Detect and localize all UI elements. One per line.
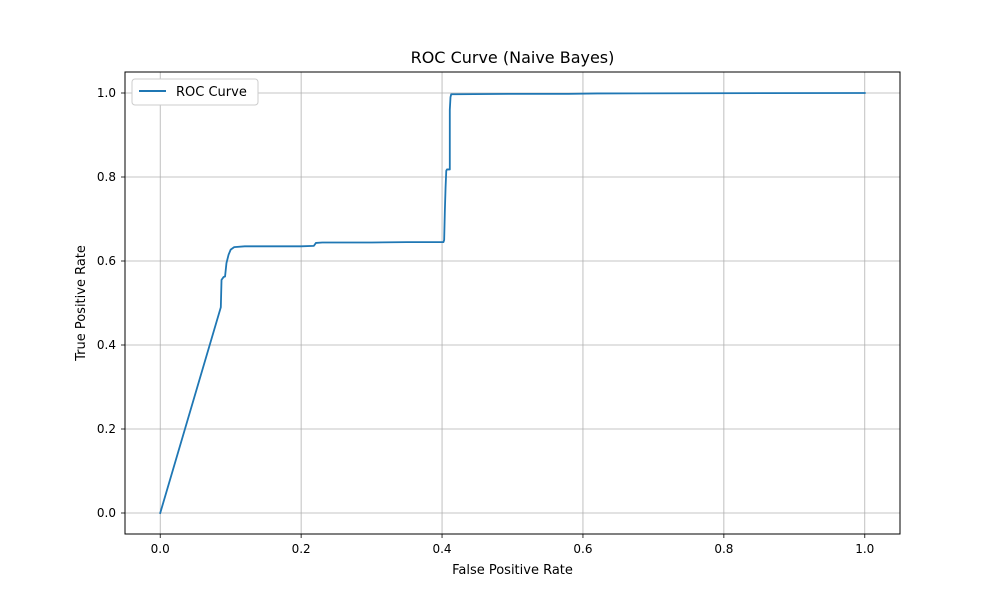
y-tick-label: 0.4 — [97, 338, 116, 352]
x-tick-label: 1.0 — [855, 542, 874, 556]
series-line — [159, 92, 866, 515]
y-tick-label: 0.2 — [97, 422, 116, 436]
grid — [125, 72, 900, 534]
legend-label: ROC Curve — [176, 85, 247, 100]
legend: ROC Curve — [131, 78, 259, 106]
x-tick-label: 0.4 — [432, 542, 451, 556]
x-tick-label: 0.6 — [573, 542, 592, 556]
legend-box — [131, 78, 259, 106]
series-layer — [159, 92, 866, 515]
y-tick-label: 0.0 — [97, 506, 116, 520]
y-tick-label: 0.6 — [97, 254, 116, 268]
plot-frame — [124, 71, 901, 535]
x-axis-label: False Positive Rate — [452, 563, 573, 578]
y-tick-label: 1.0 — [97, 86, 116, 100]
y-tick-label: 0.8 — [97, 170, 116, 184]
x-tick-label: 0.2 — [292, 542, 311, 556]
chart-title: ROC Curve (Naive Bayes) — [411, 48, 615, 67]
y-axis-label: True Positive Rate — [74, 245, 89, 362]
x-tick-label: 0.8 — [714, 542, 733, 556]
x-tick-label: 0.0 — [151, 542, 170, 556]
ticks-layer: 0.0 0.2 0.4 0.6 0.8 1.0 0.0 0.2 0.4 0.6 0.8 1.0 — [97, 86, 874, 556]
